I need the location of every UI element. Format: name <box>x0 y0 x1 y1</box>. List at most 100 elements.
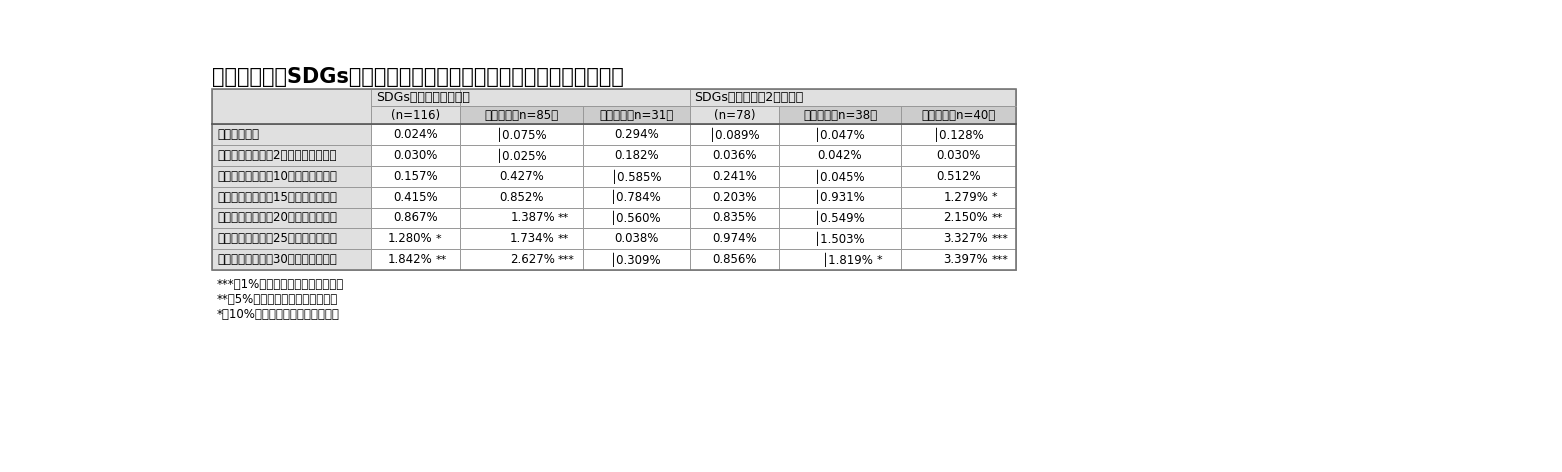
Text: 3.327%: 3.327% <box>943 232 989 245</box>
Bar <box>901 249 1015 270</box>
Text: 0.512%: 0.512% <box>936 170 981 183</box>
Text: *: * <box>876 254 883 264</box>
Text: *　10%水準で統計的に有意である: * 10%水準で統計的に有意である <box>216 308 339 321</box>
Text: 0.038%: 0.038% <box>614 232 659 245</box>
Bar <box>779 145 901 166</box>
Text: │0.089%: │0.089% <box>709 127 761 142</box>
Text: **: ** <box>558 234 569 244</box>
Text: 0.030%: 0.030% <box>394 149 437 162</box>
Text: 公表翔営業日から25営業日（累計）: 公表翔営業日から25営業日（累計） <box>217 232 337 245</box>
Text: │0.585%: │0.585% <box>611 169 662 184</box>
Text: 1.280%: 1.280% <box>387 232 433 245</box>
Text: 0.867%: 0.867% <box>394 211 437 225</box>
Text: うち債券（n=85）: うち債券（n=85） <box>484 109 559 122</box>
Bar <box>690 166 779 187</box>
Text: 0.024%: 0.024% <box>394 128 437 141</box>
Bar <box>583 187 690 208</box>
Text: │0.784%: │0.784% <box>611 190 662 204</box>
Bar <box>212 228 372 249</box>
Text: **: ** <box>558 213 569 223</box>
Text: 公表翔営業日から30営業日（累計）: 公表翔営業日から30営業日（累計） <box>217 253 337 266</box>
Text: 公表翔営業日から2営業日　（累計）: 公表翔営業日から2営業日 （累計） <box>217 149 336 162</box>
Text: ***: *** <box>992 254 1007 264</box>
Text: 公表翔営業日から10営業日（累計）: 公表翔営業日から10営業日（累計） <box>217 170 337 183</box>
Text: 0.856%: 0.856% <box>712 253 756 266</box>
Bar <box>901 125 1015 145</box>
Text: 0.835%: 0.835% <box>712 211 756 225</box>
Bar <box>212 89 372 125</box>
Text: 公表翔営業日: 公表翔営業日 <box>217 128 259 141</box>
Bar <box>461 249 583 270</box>
Bar <box>779 125 901 145</box>
Text: 》図表８》　SDGs関連債務による資金調達実績の有無と株価の反応: 》図表８》 SDGs関連債務による資金調達実績の有無と株価の反応 <box>212 67 625 87</box>
Text: 0.157%: 0.157% <box>394 170 437 183</box>
Bar <box>583 166 690 187</box>
Text: │0.075%: │0.075% <box>495 127 547 142</box>
Bar <box>583 249 690 270</box>
Bar <box>779 228 901 249</box>
Bar <box>583 228 690 249</box>
Text: SDGs関連債務　2回目以降: SDGs関連債務 2回目以降 <box>695 91 803 104</box>
Text: **　5%水準で統計的に有意である: ** 5%水準で統計的に有意である <box>216 293 337 306</box>
Bar <box>461 228 583 249</box>
Text: │0.560%: │0.560% <box>611 211 662 225</box>
Bar <box>690 145 779 166</box>
Bar <box>901 166 1015 187</box>
Text: 公表翔営業日から15営業日（累計）: 公表翔営業日から15営業日（累計） <box>217 191 337 203</box>
Bar <box>461 145 583 166</box>
Bar <box>212 145 372 166</box>
Text: *: * <box>436 234 440 244</box>
Bar <box>212 125 372 145</box>
Text: *: * <box>992 192 997 202</box>
Bar <box>690 208 779 228</box>
Text: 公表翔営業日から20営業日（累計）: 公表翔営業日から20営業日（累計） <box>217 211 337 225</box>
Text: 0.203%: 0.203% <box>712 191 756 203</box>
Text: 0.427%: 0.427% <box>500 170 544 183</box>
Bar <box>779 166 901 187</box>
Bar <box>461 106 583 125</box>
Bar <box>461 187 583 208</box>
Text: ***: *** <box>558 254 575 264</box>
Text: 0.415%: 0.415% <box>394 191 437 203</box>
Text: (n=116): (n=116) <box>390 109 440 122</box>
Bar <box>901 145 1015 166</box>
Text: ***　1%水準で統計的に有意である: *** 1%水準で統計的に有意である <box>216 278 344 291</box>
Bar <box>690 106 779 125</box>
Bar <box>372 208 461 228</box>
Bar <box>212 89 1015 270</box>
Text: │0.025%: │0.025% <box>495 149 547 163</box>
Text: **: ** <box>436 254 447 264</box>
Text: 0.852%: 0.852% <box>500 191 544 203</box>
Bar <box>901 208 1015 228</box>
Bar <box>583 106 690 125</box>
Text: (n=78): (n=78) <box>714 109 754 122</box>
Text: ***: *** <box>992 234 1007 244</box>
Bar <box>583 208 690 228</box>
Text: 3.397%: 3.397% <box>943 253 989 266</box>
Bar <box>690 89 1015 106</box>
Bar <box>779 249 901 270</box>
Text: うち融資（n=31）: うち融資（n=31） <box>600 109 673 122</box>
Bar <box>779 106 901 125</box>
Bar <box>372 249 461 270</box>
Bar <box>212 166 372 187</box>
Bar <box>461 166 583 187</box>
Bar <box>779 208 901 228</box>
Text: 0.036%: 0.036% <box>712 149 756 162</box>
Text: │0.549%: │0.549% <box>814 211 865 225</box>
Text: 0.030%: 0.030% <box>937 149 981 162</box>
Bar <box>212 249 372 270</box>
Bar <box>461 208 583 228</box>
Text: │1.819%: │1.819% <box>822 253 873 267</box>
Bar <box>372 125 461 145</box>
Text: 0.294%: 0.294% <box>614 128 659 141</box>
Text: │0.047%: │0.047% <box>814 127 865 142</box>
Text: 0.042%: 0.042% <box>818 149 862 162</box>
Bar <box>901 106 1015 125</box>
Bar <box>779 187 901 208</box>
Bar <box>690 187 779 208</box>
Bar <box>372 89 690 106</box>
Text: SDGs関連債務　１回目: SDGs関連債務 １回目 <box>376 91 470 104</box>
Text: 0.182%: 0.182% <box>614 149 659 162</box>
Text: うち債券（n=38）: うち債券（n=38） <box>803 109 878 122</box>
